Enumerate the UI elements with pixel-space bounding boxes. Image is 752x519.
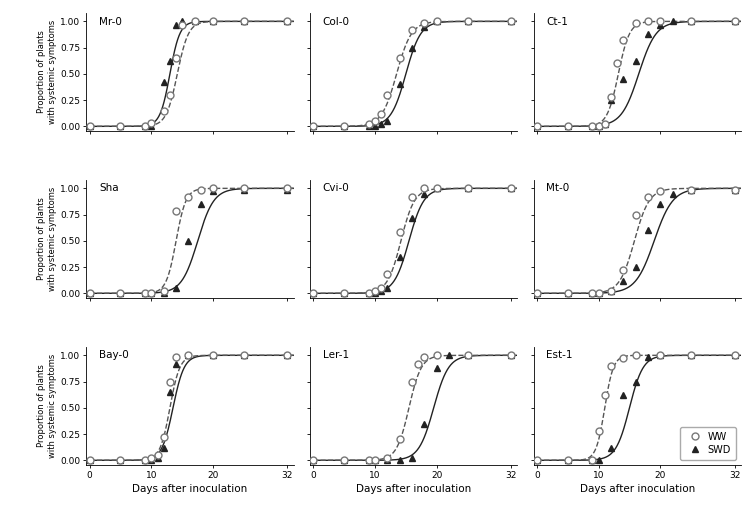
Text: Sha: Sha: [99, 184, 119, 194]
Text: Col-0: Col-0: [323, 17, 350, 26]
X-axis label: Days after inoculation: Days after inoculation: [580, 484, 695, 494]
Text: Est-1: Est-1: [546, 350, 572, 361]
Text: Mt-0: Mt-0: [546, 184, 569, 194]
Text: Cvi-0: Cvi-0: [323, 184, 349, 194]
Text: Ler-1: Ler-1: [323, 350, 349, 361]
Y-axis label: Proportion of plants
with systemic symptoms: Proportion of plants with systemic sympt…: [37, 353, 57, 458]
Text: Bay-0: Bay-0: [99, 350, 129, 361]
X-axis label: Days after inoculation: Days after inoculation: [356, 484, 472, 494]
Legend: WW, SWD: WW, SWD: [681, 427, 736, 460]
Text: Mr-0: Mr-0: [99, 17, 122, 26]
Text: Ct-1: Ct-1: [546, 17, 568, 26]
X-axis label: Days after inoculation: Days after inoculation: [132, 484, 247, 494]
Y-axis label: Proportion of plants
with systemic symptoms: Proportion of plants with systemic sympt…: [37, 20, 57, 124]
Y-axis label: Proportion of plants
with systemic symptoms: Proportion of plants with systemic sympt…: [37, 187, 57, 291]
